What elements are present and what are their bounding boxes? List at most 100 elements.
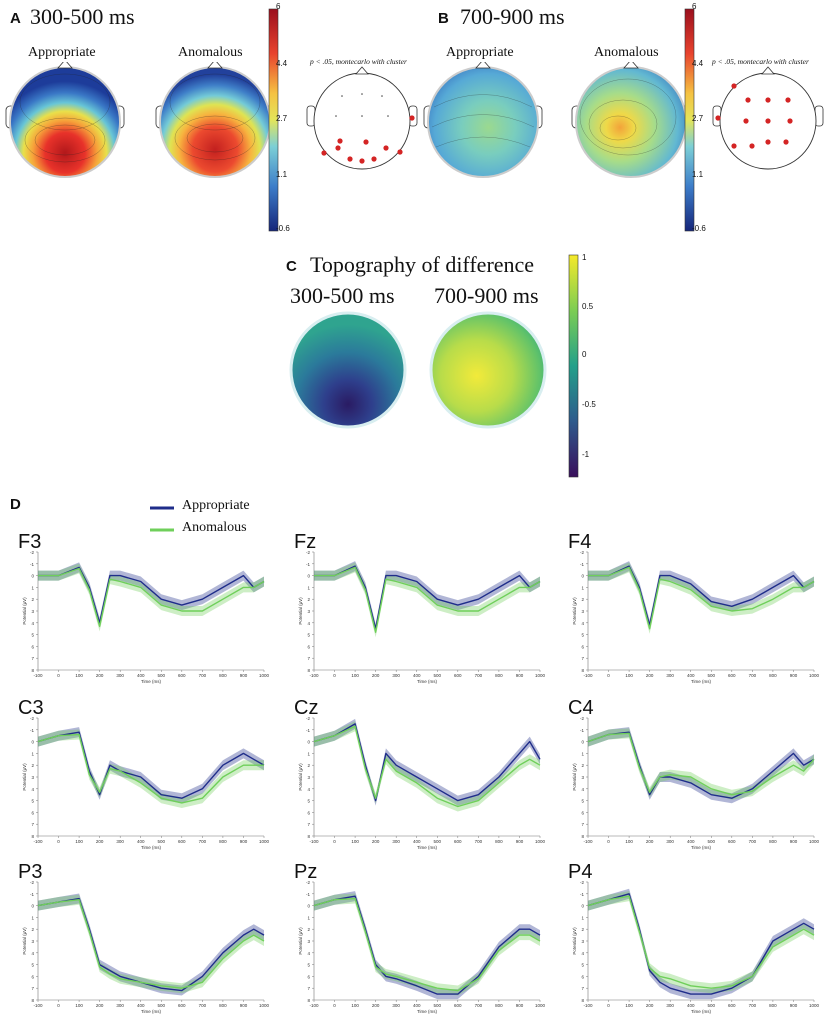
x-tick-label: 600: [178, 839, 186, 844]
y-tick-label: 1: [581, 915, 584, 920]
panel-b-title: 700-900 ms: [460, 4, 565, 29]
y-tick-label: 2: [31, 927, 34, 932]
legend-swatches: [150, 506, 174, 532]
x-tick-label: 700: [475, 1003, 483, 1008]
panel-a-cond-anomalous: Anomalous: [178, 45, 243, 60]
legend-label-appropriate: Appropriate: [182, 498, 250, 513]
y-axis-label: Potential (μV): [22, 763, 27, 791]
x-tick-label: 900: [790, 673, 798, 678]
x-tick-label: 300: [666, 1003, 674, 1008]
x-tick-label: 0: [607, 839, 610, 844]
x-tick-label: 0: [333, 673, 336, 678]
topomap-b-appropriate: [423, 62, 543, 178]
panel-b-cb-tick-4: -0.6: [692, 224, 706, 233]
y-tick-label: 7: [581, 656, 584, 661]
x-axis-label: Time (ms): [417, 845, 438, 850]
sig-map-a: [306, 66, 418, 170]
x-tick-label: 500: [434, 1003, 442, 1008]
x-tick-label: 600: [454, 673, 462, 678]
series-line-anomalous: [588, 566, 815, 630]
y-tick-label: -1: [580, 562, 584, 567]
panel-b-cb-tick-0: 6: [692, 2, 697, 11]
panel-c-title: Topography of difference: [310, 252, 535, 277]
panel-b-cb-tick-1: 4.4: [692, 59, 704, 68]
y-tick-label: 6: [307, 974, 310, 979]
ci-band-appropriate: [38, 562, 264, 628]
x-tick-label: 100: [625, 839, 633, 844]
x-tick-label: 700: [475, 839, 483, 844]
x-tick-label: 0: [57, 673, 60, 678]
x-tick-label: 200: [96, 839, 104, 844]
x-tick-label: 500: [158, 673, 166, 678]
x-tick-label: 300: [116, 839, 124, 844]
x-tick-label: 1000: [259, 1003, 270, 1008]
x-tick-label: 200: [96, 1003, 104, 1008]
x-tick-label: 1000: [535, 1003, 546, 1008]
x-tick-label: 600: [728, 673, 736, 678]
y-tick-label: 6: [581, 810, 584, 815]
x-tick-label: 400: [137, 839, 145, 844]
y-tick-label: 4: [581, 951, 584, 956]
y-tick-label: 7: [31, 822, 34, 827]
x-tick-label: 300: [392, 839, 400, 844]
y-tick-label: 6: [307, 810, 310, 815]
x-axis-label: Time (ms): [141, 679, 162, 684]
x-tick-label: 500: [158, 1003, 166, 1008]
x-tick-label: 700: [199, 839, 207, 844]
x-tick-label: 700: [475, 673, 483, 678]
y-tick-label: 2: [31, 597, 34, 602]
x-tick-label: -100: [309, 1003, 319, 1008]
y-tick-label: 3: [307, 939, 310, 944]
series-line-appropriate: [587, 731, 815, 799]
x-tick-label: 100: [351, 1003, 359, 1008]
y-tick-label: 5: [31, 963, 34, 968]
x-tick-label: -100: [583, 673, 593, 678]
y-tick-label: -1: [306, 728, 310, 733]
x-tick-label: 500: [434, 839, 442, 844]
x-tick-label: 100: [75, 839, 83, 844]
erp-title: F3: [18, 531, 41, 553]
y-tick-label: 0: [31, 740, 34, 745]
x-tick-label: 800: [769, 839, 777, 844]
y-tick-label: -2: [306, 550, 310, 555]
y-tick-label: 8: [307, 834, 310, 839]
x-tick-label: 800: [219, 839, 227, 844]
y-tick-label: 8: [31, 834, 34, 839]
y-tick-label: 6: [31, 810, 34, 815]
y-tick-label: -1: [580, 892, 584, 897]
y-tick-label: 3: [581, 609, 584, 614]
y-tick-label: 0: [581, 574, 584, 579]
y-tick-label: 8: [581, 834, 584, 839]
panel-c-letter: C: [286, 258, 297, 275]
x-tick-label: 500: [158, 839, 166, 844]
panel-b-cond-anomalous: Anomalous: [594, 45, 659, 60]
ci-band-appropriate: [588, 888, 814, 1000]
x-tick-label: 400: [413, 1003, 421, 1008]
x-tick-label: 100: [75, 1003, 83, 1008]
y-tick-label: 8: [31, 668, 34, 673]
x-tick-label: 0: [333, 1003, 336, 1008]
y-axis-label: Potential (μV): [298, 927, 303, 955]
legend-label-anomalous: Anomalous: [182, 520, 247, 535]
x-tick-label: 900: [240, 1003, 248, 1008]
x-tick-label: 400: [687, 839, 695, 844]
x-tick-label: 300: [392, 1003, 400, 1008]
ci-band-anomalous: [314, 562, 540, 638]
y-tick-label: 3: [31, 775, 34, 780]
y-tick-label: 4: [307, 951, 310, 956]
x-tick-label: 600: [178, 1003, 186, 1008]
y-tick-label: 3: [581, 939, 584, 944]
series-line-anomalous: [587, 895, 815, 989]
x-axis-label: Time (ms): [141, 1009, 162, 1014]
x-tick-label: 900: [516, 1003, 524, 1008]
x-tick-label: 600: [728, 1003, 736, 1008]
y-axis-label: Potential (μV): [298, 597, 303, 625]
erp-panel-p4: P4-2 -1 0 1 2 3 4 5 6 7 8-100 0 100 200 300 400 500 600 70…: [568, 861, 820, 1014]
y-tick-label: 0: [307, 904, 310, 909]
x-tick-label: 900: [790, 1003, 798, 1008]
y-axis-label: Potential (μV): [22, 597, 27, 625]
series-line-anomalous: [313, 897, 541, 992]
y-tick-label: -2: [30, 716, 34, 721]
y-tick-label: 1: [581, 751, 584, 756]
y-tick-label: 8: [307, 668, 310, 673]
